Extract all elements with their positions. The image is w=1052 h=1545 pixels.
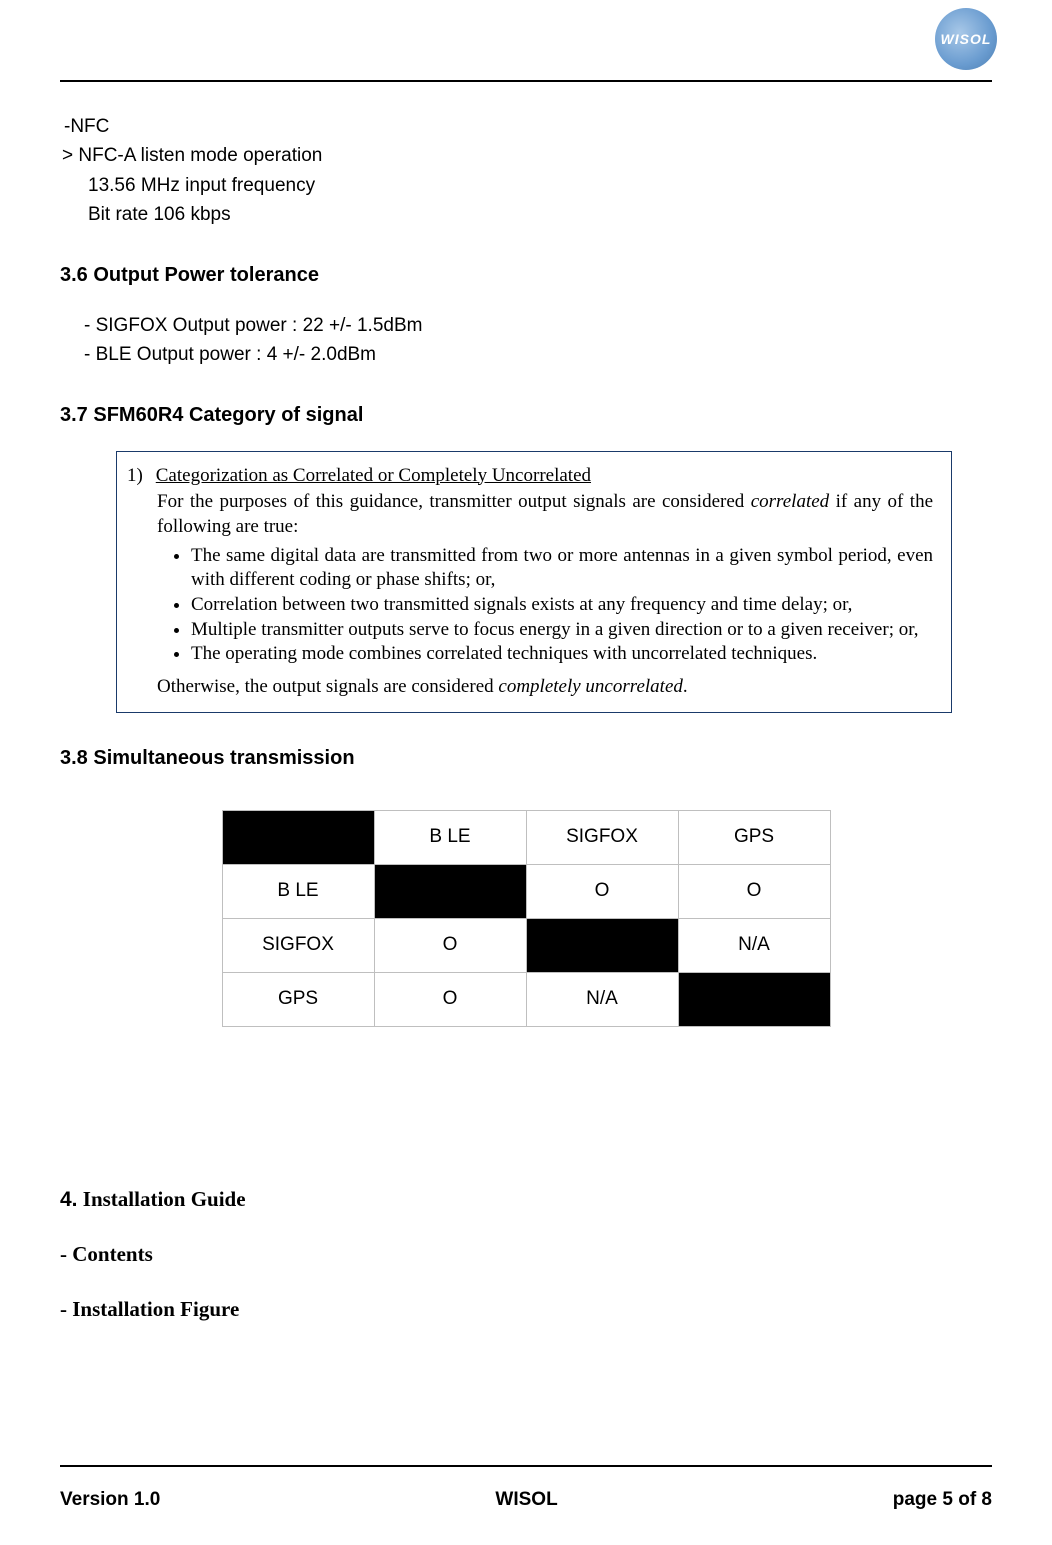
quote-intro-italic: correlated (751, 491, 829, 512)
nfc-listen-mode: > NFC-A listen mode operation (62, 141, 992, 170)
document-page: WISOL -NFC > NFC-A listen mode operation… (0, 0, 1052, 1545)
quote-bullet: The same digital data are transmitted fr… (191, 544, 933, 593)
table-cell: O (374, 972, 526, 1026)
quote-title: Categorization as Correlated or Complete… (156, 465, 591, 486)
footer-divider (60, 1465, 992, 1467)
heading-4-number: 4. (60, 1188, 78, 1211)
table-row: GPS O N/A (222, 972, 830, 1026)
categorization-quote-box: 1) Categorization as Correlated or Compl… (116, 451, 952, 713)
heading-4: 4. Installation Guide (60, 1187, 992, 1212)
quote-bullet-list: The same digital data are transmitted fr… (191, 544, 933, 667)
quote-title-line: 1) Categorization as Correlated or Compl… (127, 464, 933, 489)
quote-otherwise-pre: Otherwise, the output signals are consid… (157, 676, 498, 697)
nfc-title: -NFC (64, 112, 992, 141)
table-cell: N/A (526, 972, 678, 1026)
table-row-header: GPS (222, 972, 374, 1026)
page-footer: Version 1.0 WISOL page 5 of 8 (60, 1489, 992, 1511)
footer-version: Version 1.0 (60, 1489, 160, 1511)
quote-intro: For the purposes of this guidance, trans… (157, 490, 933, 539)
quote-number: 1) (127, 464, 151, 489)
footer-center: WISOL (495, 1489, 557, 1511)
quote-otherwise: Otherwise, the output signals are consid… (157, 675, 933, 700)
table-row-header: SIGFOX (222, 918, 374, 972)
table-row: SIGFOX O N/A (222, 918, 830, 972)
table-cell-diagonal (678, 972, 830, 1026)
heading-3-7: 3.7 SFM60R4 Category of signal (60, 404, 992, 427)
table-row: B LE O O (222, 864, 830, 918)
table-cell: N/A (678, 918, 830, 972)
heading-contents: - Contents (60, 1242, 992, 1267)
nfc-bitrate: Bit rate 106 kbps (88, 200, 992, 229)
table-row-header: B LE (222, 864, 374, 918)
heading-install-figure: - Installation Figure (60, 1297, 992, 1322)
table-col-header: B LE (374, 810, 526, 864)
nfc-section: -NFC > NFC-A listen mode operation 13.56… (60, 112, 992, 230)
quote-otherwise-post: . (683, 676, 688, 697)
quote-bullet: Correlation between two transmitted sign… (191, 593, 933, 618)
table-col-header: SIGFOX (526, 810, 678, 864)
table-cell-diagonal (374, 864, 526, 918)
simultaneous-tx-table: B LE SIGFOX GPS B LE O O SIGFOX O N/A GP… (222, 810, 831, 1027)
logo-text: WISOL (941, 31, 992, 47)
table-cell: O (374, 918, 526, 972)
table-header-blank (222, 810, 374, 864)
heading-3-6: 3.6 Output Power tolerance (60, 264, 992, 287)
quote-intro-pre: For the purposes of this guidance, trans… (157, 491, 751, 512)
quote-bullet: Multiple transmitter outputs serve to fo… (191, 618, 933, 643)
quote-otherwise-italic: completely uncorrelated (498, 676, 682, 697)
heading-4-title: Installation Guide (78, 1187, 246, 1211)
header-divider (60, 80, 992, 82)
footer-page: page 5 of 8 (893, 1489, 992, 1511)
power-ble: - BLE Output power : 4 +/- 2.0dBm (84, 340, 992, 369)
table-col-header: GPS (678, 810, 830, 864)
table-cell: O (678, 864, 830, 918)
logo-circle-icon: WISOL (935, 8, 997, 70)
heading-3-8: 3.8 Simultaneous transmission (60, 747, 992, 770)
table-cell-diagonal (526, 918, 678, 972)
nfc-freq: 13.56 MHz input frequency (88, 171, 992, 200)
power-sigfox: - SIGFOX Output power : 22 +/- 1.5dBm (84, 311, 992, 340)
table-cell: O (526, 864, 678, 918)
quote-bullet: The operating mode combines correlated t… (191, 642, 933, 667)
brand-logo: WISOL (935, 8, 997, 70)
table-row: B LE SIGFOX GPS (222, 810, 830, 864)
